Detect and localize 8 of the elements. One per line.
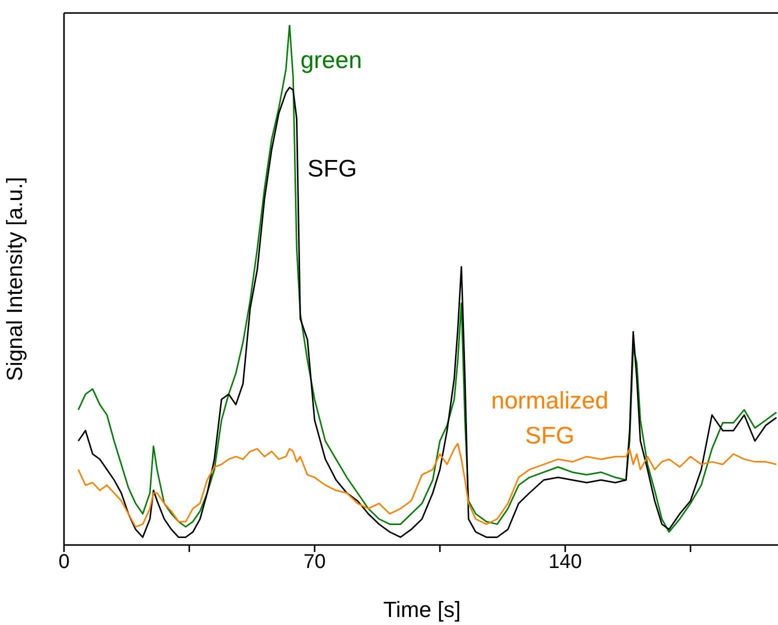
series-label: SFG — [308, 155, 357, 182]
series-label: green — [300, 47, 362, 74]
x-axis-title: Time [s] — [383, 597, 461, 622]
x-tick-label: 70 — [303, 551, 326, 574]
series-label: normalized SFG — [491, 388, 608, 450]
y-axis-title: Signal Intensity [a.u.] — [2, 176, 27, 382]
x-tick-label: 0 — [58, 551, 70, 574]
x-tick-label: 140 — [548, 551, 582, 574]
